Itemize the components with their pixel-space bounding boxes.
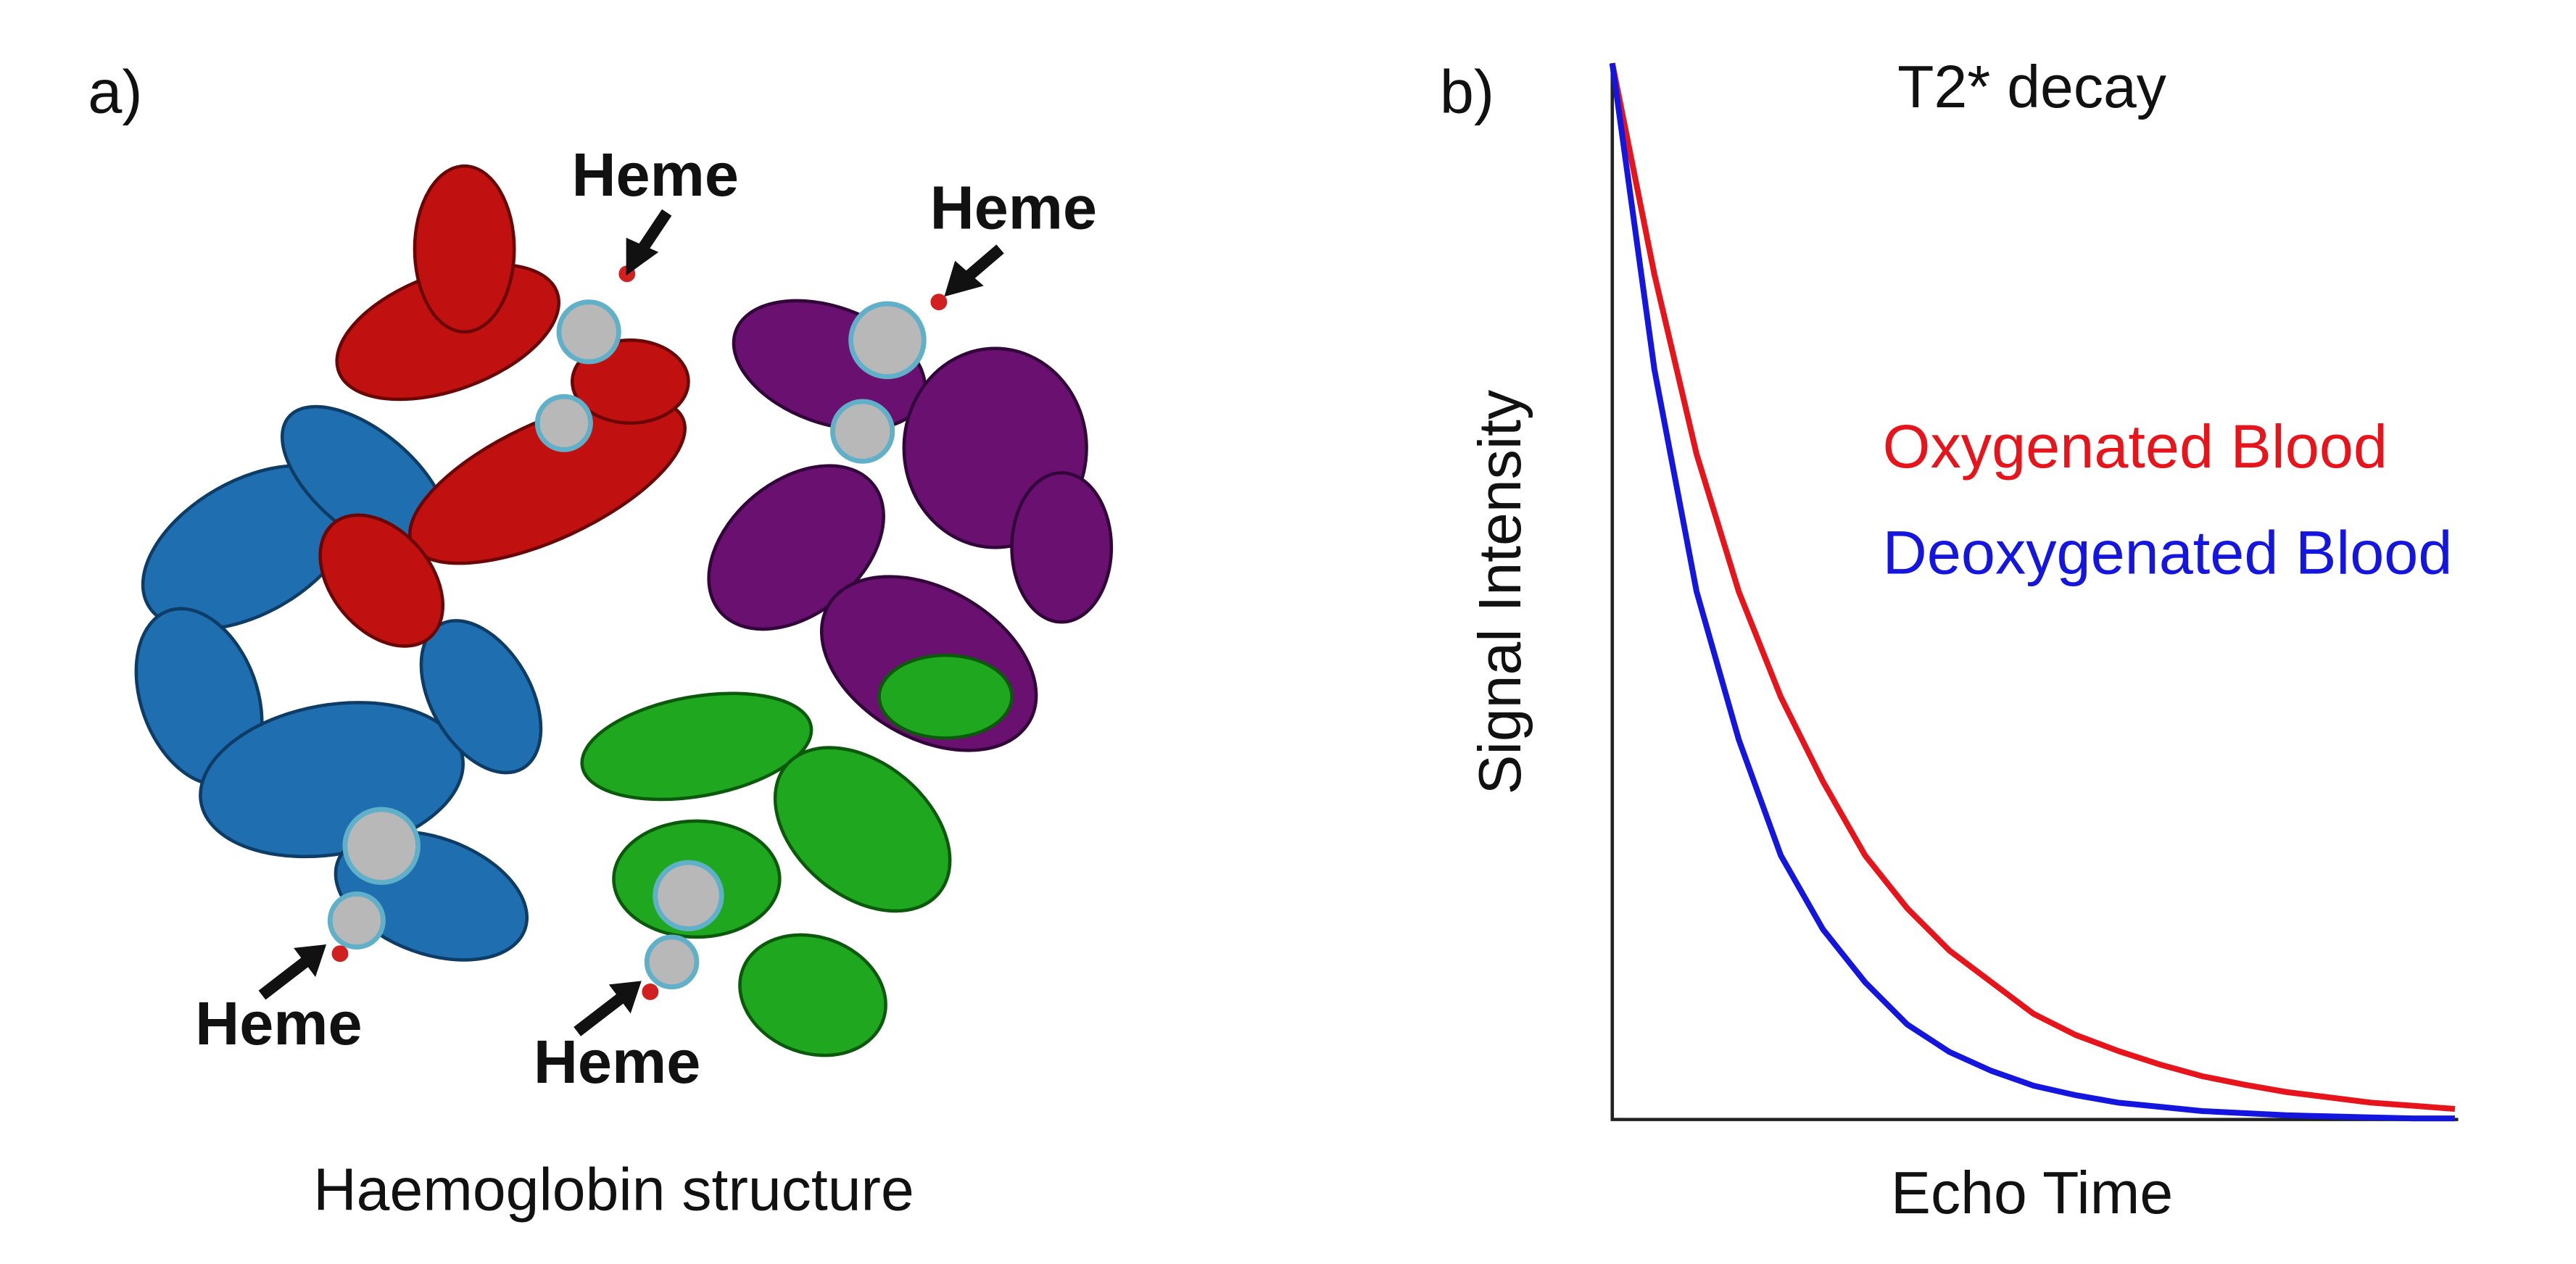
x-axis-label: Echo Time: [1891, 1160, 2173, 1226]
protein-illustration: [134, 164, 1114, 1057]
series-line: [1609, 62, 2456, 1113]
heme-label: Heme: [930, 173, 1098, 242]
heme-label: Heme: [195, 989, 362, 1057]
panel-label: a): [88, 57, 142, 125]
series-line: [1609, 62, 2455, 1122]
chart-title: T2* decay: [1897, 54, 2167, 120]
caption: Haemoglobin structure: [313, 1156, 914, 1223]
legend-entry: Deoxygenated Blood: [1883, 517, 2453, 586]
heme-label: Heme: [534, 1027, 701, 1096]
legend-entry: Oxygenated Blood: [1883, 412, 2387, 481]
panel-label: b): [1440, 57, 1494, 125]
y-axis-label: Signal Intensity: [1467, 389, 1533, 794]
heme-label: Heme: [571, 140, 739, 209]
